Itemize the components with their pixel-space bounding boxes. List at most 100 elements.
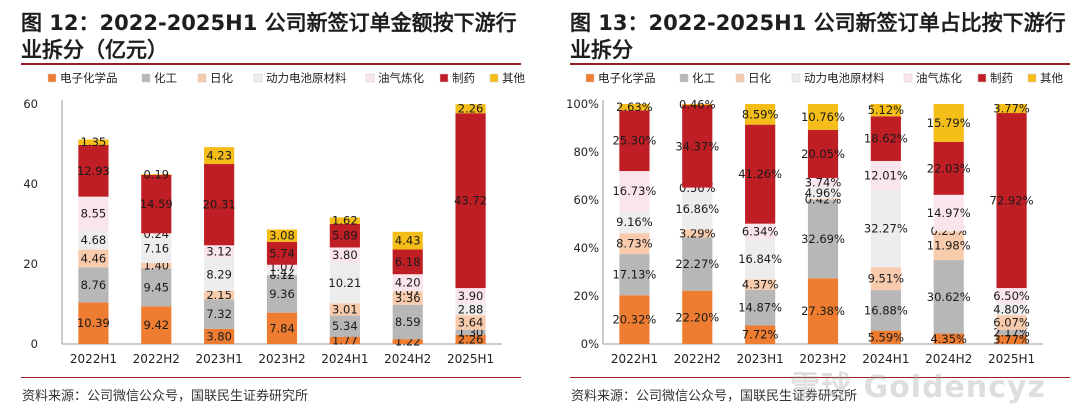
bar-2025h1-series-2 xyxy=(455,315,486,330)
data-label-2023h2-series-1: 32.69% xyxy=(801,232,845,246)
y-tick-label: 40% xyxy=(573,241,599,255)
data-label-2023h1-series-3: 8.29 xyxy=(206,267,232,281)
data-label-2023h1-series-2: 2.15 xyxy=(206,288,232,302)
bar-2023h2-series-4 xyxy=(266,264,298,270)
data-label-2022h1-series-6: 2.63% xyxy=(616,100,653,114)
bar-2024h2-series-6 xyxy=(392,231,423,250)
data-label-2023h1-series-1: 14.87% xyxy=(738,301,782,315)
data-label-2022h1-series-5: 25.30% xyxy=(612,134,656,148)
y-tick-label: 60 xyxy=(23,97,38,111)
figure-13-panel: 图 13：2022-2025H1 公司新签订单占比按下游行业拆分 电子化学品 化工… xyxy=(549,0,1080,416)
legend-swatch xyxy=(197,73,207,83)
data-label-2024h2-series-5: 22.03% xyxy=(927,161,971,175)
legend-label: 油气炼化 xyxy=(378,71,424,85)
bar-2022h1-series-0 xyxy=(619,295,650,344)
data-label-2023h2-series-1: 9.36 xyxy=(269,287,295,301)
bar-2022h2-series-0 xyxy=(682,290,713,344)
bar-2024h1-series-3 xyxy=(870,189,901,268)
figure-12-source: 资料来源：公司微信公众号，国联民生证券研究所 xyxy=(22,389,309,404)
figure-12-panel: 图 12：2022-2025H1 公司新签订单金额按下游行业拆分（亿元） 电子化… xyxy=(21,11,525,404)
bar-2022h2-series-1 xyxy=(682,237,713,291)
bar-2023h1-series-4 xyxy=(204,245,235,258)
data-label-2022h2-series-6: 0.19 xyxy=(143,168,169,182)
data-label-2023h1-series-5: 41.26% xyxy=(738,167,782,181)
bar-2022h2-series-5 xyxy=(682,105,713,188)
data-label-2023h1-series-4: 6.34% xyxy=(742,224,779,238)
legend-label: 电子化学品 xyxy=(598,71,656,85)
bar-2025h1-series-0 xyxy=(996,334,1027,344)
y-tick-label: 60% xyxy=(573,193,599,207)
legend-swatch xyxy=(735,73,745,83)
bar-2022h2-series-1 xyxy=(141,268,172,307)
legend-item-4: 油气炼化 xyxy=(365,71,424,85)
data-label-2024h1-series-6: 1.62 xyxy=(332,214,358,228)
data-label-2024h2-series-2: 3.36 xyxy=(395,291,421,305)
data-label-2022h1-series-0: 10.39 xyxy=(77,316,110,330)
bar-2024h2-series-1 xyxy=(933,260,964,334)
bar-2024h2-series-0 xyxy=(933,333,964,344)
data-label-2025h1-series-5: 43.72 xyxy=(454,194,487,208)
data-label-2025h1-series-6: 2.26 xyxy=(458,102,484,116)
bar-2022h1-series-2 xyxy=(619,233,650,255)
legend-item-6: 其他 xyxy=(1027,71,1063,85)
bar-2024h1-series-6 xyxy=(329,217,360,224)
bar-2024h1-series-1 xyxy=(329,315,360,337)
data-label-2023h1-series-1: 7.32 xyxy=(206,307,232,321)
data-label-2023h2-series-6: 3.08 xyxy=(269,229,295,243)
legend-item-1: 化工 xyxy=(679,71,715,85)
data-label-2022h2-series-3: 16.86% xyxy=(675,202,719,216)
data-label-2025h1-series-4: 6.50% xyxy=(993,289,1030,303)
x-tick-label-2022h2: 2022H2 xyxy=(133,352,180,366)
x-tick-label-2024h1: 2024H1 xyxy=(321,352,368,366)
bar-2022h2-series-3 xyxy=(682,188,713,230)
bar-2025h1-series-5 xyxy=(455,113,486,289)
data-label-2023h2-series-4: 3.74% xyxy=(805,175,842,189)
legend-label: 日化 xyxy=(748,71,771,85)
y-tick-label: 0% xyxy=(581,337,599,351)
bar-2023h2-series-5 xyxy=(807,129,839,178)
bar-2023h2-series-6 xyxy=(807,104,839,130)
bar-2024h1-series-2 xyxy=(329,303,360,316)
bar-2023h1-series-2 xyxy=(745,279,776,290)
bar-2022h1-series-3 xyxy=(78,230,109,250)
data-label-2022h2-series-0: 9.42 xyxy=(143,318,169,332)
data-label-2023h1-series-0: 3.80 xyxy=(206,329,232,343)
bar-2022h2-series-6 xyxy=(682,103,713,106)
bar-2023h1-series-6 xyxy=(204,147,235,165)
data-label-2024h1-series-4: 12.01% xyxy=(864,168,908,182)
data-label-2022h1-series-2: 4.46 xyxy=(81,251,107,265)
data-label-2024h1-series-0: 5.59% xyxy=(868,330,905,344)
x-tick-label-2024h1: 2024H1 xyxy=(862,352,909,366)
data-label-2025h1-series-0: 2.26 xyxy=(458,332,484,346)
bar-2024h2-series-0 xyxy=(392,339,423,344)
bar-2024h2-series-1 xyxy=(392,304,423,340)
legend-swatch xyxy=(489,73,499,83)
data-label-2025h1-series-6: 3.77% xyxy=(993,102,1030,116)
legend-swatch xyxy=(141,73,151,83)
bar-2023h1-series-3 xyxy=(204,257,235,291)
bar-2025h1-series-4 xyxy=(996,288,1027,304)
data-label-2024h2-series-6: 4.43 xyxy=(395,234,421,248)
figure-12-title: 图 12：2022-2025H1 公司新签订单金额按下游行业拆分（亿元） xyxy=(21,11,517,62)
bar-2025h1-series-3 xyxy=(455,303,486,316)
data-label-2022h1-series-1: 8.76 xyxy=(81,278,107,292)
legend-label: 其他 xyxy=(1040,71,1063,85)
data-label-2025h1-series-2: 6.07% xyxy=(993,315,1030,329)
bar-2022h2-series-3 xyxy=(141,234,172,263)
bar-2023h1-series-5 xyxy=(204,164,235,246)
legend-label: 制药 xyxy=(452,71,475,85)
bar-2022h1-series-5 xyxy=(78,144,109,197)
data-label-2022h2-series-1: 22.27% xyxy=(675,257,719,271)
legend-label: 日化 xyxy=(210,71,233,85)
legend-item-5: 制药 xyxy=(439,71,475,85)
bar-2023h1-series-4 xyxy=(745,223,776,239)
data-label-2022h2-series-1: 9.45 xyxy=(143,280,169,294)
data-label-2024h1-series-6: 5.12% xyxy=(868,103,905,117)
data-label-2024h1-series-0: 1.77 xyxy=(332,333,358,347)
data-label-2023h1-series-0: 7.72% xyxy=(742,328,779,342)
data-label-2023h1-series-4: 3.12 xyxy=(206,245,232,259)
data-label-2022h1-series-3: 4.68 xyxy=(81,233,107,247)
data-label-2024h1-series-5: 18.62% xyxy=(864,132,908,146)
legend-item-0: 电子化学品 xyxy=(47,71,118,85)
bar-2022h1-series-6 xyxy=(78,139,109,145)
